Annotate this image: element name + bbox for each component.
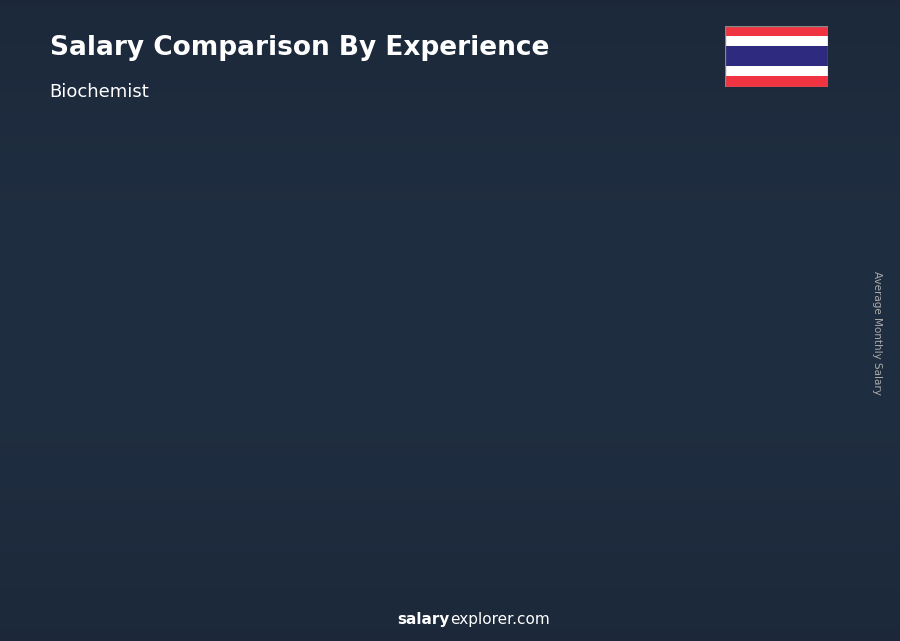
Text: 152,000 THB: 152,000 THB xyxy=(199,392,280,405)
Polygon shape xyxy=(724,217,799,232)
Text: salary: salary xyxy=(398,612,450,627)
Text: explorer.com: explorer.com xyxy=(450,612,550,627)
Text: 264,000 THB: 264,000 THB xyxy=(462,263,543,276)
Text: 110,000 THB: 110,000 THB xyxy=(0,453,60,466)
Polygon shape xyxy=(461,262,468,564)
Polygon shape xyxy=(592,246,599,564)
Text: 303,000 THB: 303,000 THB xyxy=(806,229,888,242)
Bar xyxy=(468,262,536,564)
Polygon shape xyxy=(724,217,731,564)
Bar xyxy=(724,76,828,87)
Text: Average Monthly Salary: Average Monthly Salary xyxy=(872,271,883,395)
Bar xyxy=(724,36,828,46)
Bar xyxy=(599,246,668,564)
Polygon shape xyxy=(198,390,205,564)
Polygon shape xyxy=(461,262,536,275)
Bar xyxy=(74,438,142,564)
Bar xyxy=(724,26,828,36)
Text: +38%: +38% xyxy=(140,335,197,353)
Bar xyxy=(205,390,274,564)
Bar xyxy=(724,66,828,76)
Text: +22%: +22% xyxy=(402,206,460,224)
Text: 216,000 THB: 216,000 THB xyxy=(330,319,411,331)
Polygon shape xyxy=(67,438,74,564)
Text: +6%: +6% xyxy=(539,190,585,208)
Bar xyxy=(724,46,828,66)
Text: Biochemist: Biochemist xyxy=(50,83,149,101)
Bar xyxy=(731,217,799,564)
Text: +9%: +9% xyxy=(670,162,716,179)
Text: +42%: +42% xyxy=(271,262,328,279)
Polygon shape xyxy=(329,316,405,328)
Polygon shape xyxy=(329,316,337,564)
Polygon shape xyxy=(592,246,668,260)
Text: Salary Comparison By Experience: Salary Comparison By Experience xyxy=(50,35,549,62)
Polygon shape xyxy=(198,390,274,397)
Bar xyxy=(337,316,405,564)
Polygon shape xyxy=(67,438,142,444)
Text: 278,000 THB: 278,000 THB xyxy=(593,247,674,260)
